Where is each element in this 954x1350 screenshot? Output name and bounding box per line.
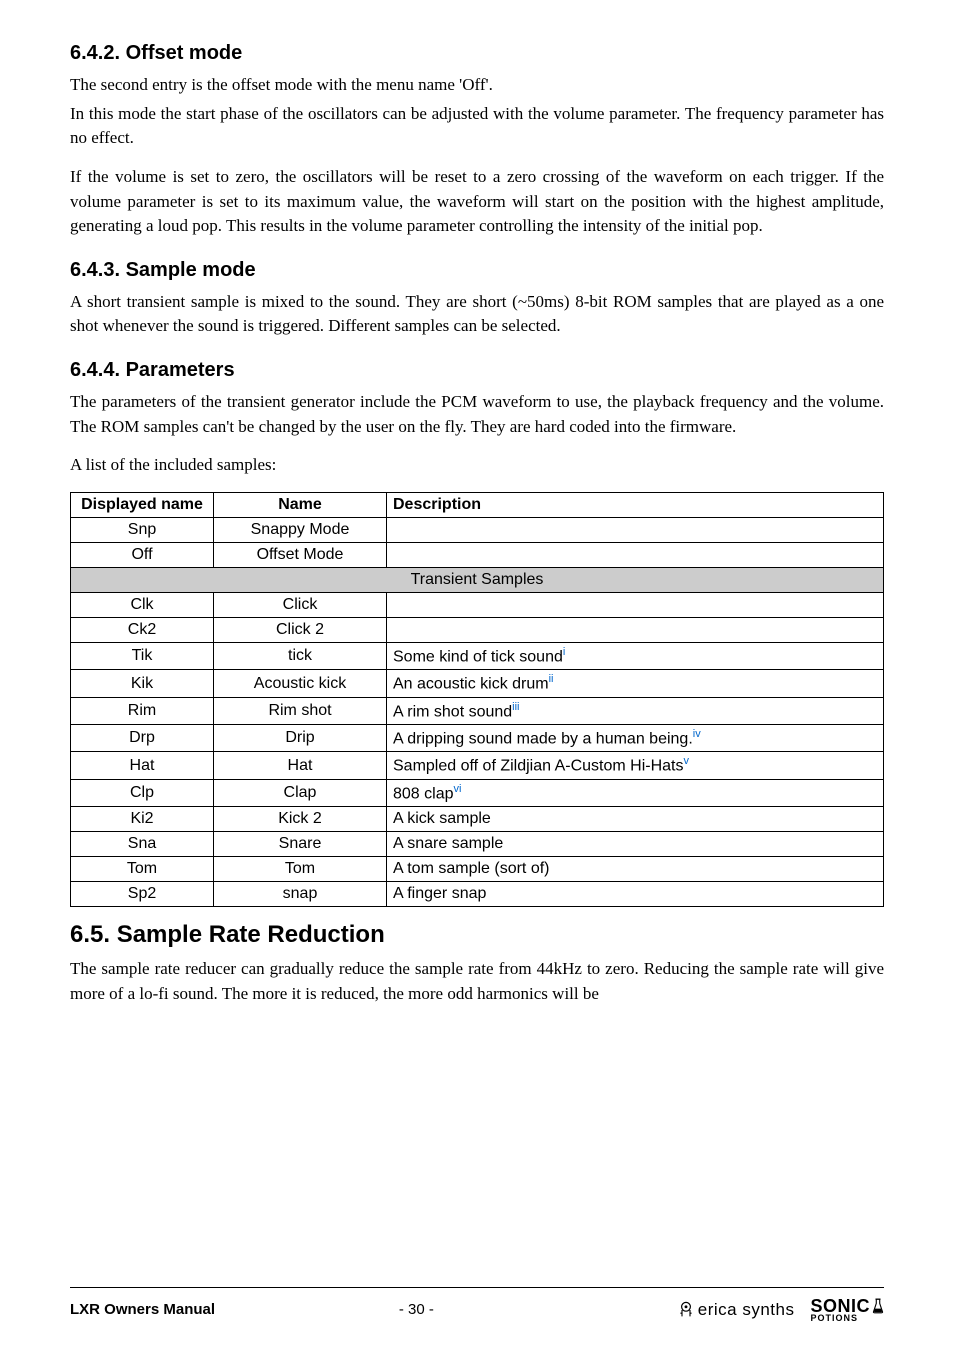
heading-offset-mode: 6.4.2. Offset mode (70, 42, 884, 65)
heading-parameters: 6.4.4. Parameters (70, 359, 884, 382)
cell-description: Sampled off of Zildjian A-Custom Hi-Hats… (387, 752, 884, 779)
para-srr-1: The sample rate reducer can gradually re… (70, 957, 884, 1006)
erica-icon (678, 1301, 694, 1319)
cell-displayed: Tik (71, 643, 214, 670)
cell-name: Click (214, 593, 387, 618)
cell-name: Snappy Mode (214, 518, 387, 543)
table-section-label: Transient Samples (71, 568, 884, 593)
cell-displayed: Snp (71, 518, 214, 543)
footnote-ref: i (563, 646, 565, 658)
table-row: TiktickSome kind of tick soundi (71, 643, 884, 670)
cell-displayed: Ki2 (71, 807, 214, 832)
cell-displayed: Kik (71, 670, 214, 697)
cell-description (387, 618, 884, 643)
erica-text: erica synths (698, 1300, 795, 1320)
th-name: Name (214, 493, 387, 518)
cell-name: Clap (214, 779, 387, 806)
table-row: ClkClick (71, 593, 884, 618)
cell-displayed: Clk (71, 593, 214, 618)
cell-name: Offset Mode (214, 543, 387, 568)
cell-name: Click 2 (214, 618, 387, 643)
table-row: TomTomA tom sample (sort of) (71, 857, 884, 882)
cell-displayed: Off (71, 543, 214, 568)
cell-displayed: Sp2 (71, 882, 214, 907)
flask-icon (872, 1298, 884, 1314)
footnote-ref: iii (512, 701, 519, 713)
table-section-header: Transient Samples (71, 568, 884, 593)
cell-displayed: Tom (71, 857, 214, 882)
sonic-text: SONIC (810, 1298, 870, 1314)
table-row: DrpDripA dripping sound made by a human … (71, 725, 884, 752)
cell-displayed: Clp (71, 779, 214, 806)
para-sample-1: A short transient sample is mixed to the… (70, 290, 884, 339)
para-offset-3: If the volume is set to zero, the oscill… (70, 165, 884, 239)
cell-description: An acoustic kick drumii (387, 670, 884, 697)
cell-displayed: Sna (71, 832, 214, 857)
footnote-ref: iv (693, 728, 701, 740)
heading-sample-mode: 6.4.3. Sample mode (70, 259, 884, 282)
cell-displayed: Drp (71, 725, 214, 752)
footer-page-number: - 30 - (155, 1301, 678, 1318)
footnote-ref: v (683, 755, 689, 767)
cell-displayed: Ck2 (71, 618, 214, 643)
th-description: Description (387, 493, 884, 518)
table-row: RimRim shotA rim shot soundiii (71, 697, 884, 724)
cell-name: Snare (214, 832, 387, 857)
cell-description: A tom sample (sort of) (387, 857, 884, 882)
cell-description: Some kind of tick soundi (387, 643, 884, 670)
table-row: Ck2Click 2 (71, 618, 884, 643)
sonic-potions-logo: SONIC POTIONS (810, 1298, 884, 1322)
page-footer: LXR Owners Manual - 30 - erica synths SO… (70, 1287, 884, 1322)
cell-name: snap (214, 882, 387, 907)
th-displayed: Displayed name (71, 493, 214, 518)
cell-description: A rim shot soundiii (387, 697, 884, 724)
table-row: KikAcoustic kickAn acoustic kick drumii (71, 670, 884, 697)
cell-description: A snare sample (387, 832, 884, 857)
cell-description: 808 clapvi (387, 779, 884, 806)
table-row: SnpSnappy Mode (71, 518, 884, 543)
footnote-ref: vi (454, 783, 462, 795)
cell-description (387, 593, 884, 618)
table-row: Ki2Kick 2A kick sample (71, 807, 884, 832)
para-params-2: A list of the included samples: (70, 453, 884, 478)
footnote-ref: ii (549, 673, 554, 685)
table-row: Sp2snapA finger snap (71, 882, 884, 907)
cell-description: A finger snap (387, 882, 884, 907)
samples-table: Displayed name Name Description SnpSnapp… (70, 492, 884, 907)
cell-name: Kick 2 (214, 807, 387, 832)
cell-name: Tom (214, 857, 387, 882)
para-offset-2: In this mode the start phase of the osci… (70, 102, 884, 151)
table-row: ClpClap808 clapvi (71, 779, 884, 806)
erica-synths-logo: erica synths (678, 1300, 795, 1320)
cell-description (387, 518, 884, 543)
cell-name: Drip (214, 725, 387, 752)
cell-displayed: Hat (71, 752, 214, 779)
cell-description (387, 543, 884, 568)
cell-description: A dripping sound made by a human being.i… (387, 725, 884, 752)
cell-name: Hat (214, 752, 387, 779)
cell-displayed: Rim (71, 697, 214, 724)
table-row: OffOffset Mode (71, 543, 884, 568)
table-row: SnaSnareA snare sample (71, 832, 884, 857)
cell-name: Rim shot (214, 697, 387, 724)
heading-sample-rate-reduction: 6.5. Sample Rate Reduction (70, 921, 884, 949)
cell-description: A kick sample (387, 807, 884, 832)
cell-name: Acoustic kick (214, 670, 387, 697)
cell-name: tick (214, 643, 387, 670)
table-row: HatHatSampled off of Zildjian A-Custom H… (71, 752, 884, 779)
para-offset-1: The second entry is the offset mode with… (70, 73, 884, 98)
potions-text: POTIONS (810, 1314, 858, 1322)
para-params-1: The parameters of the transient generato… (70, 390, 884, 439)
